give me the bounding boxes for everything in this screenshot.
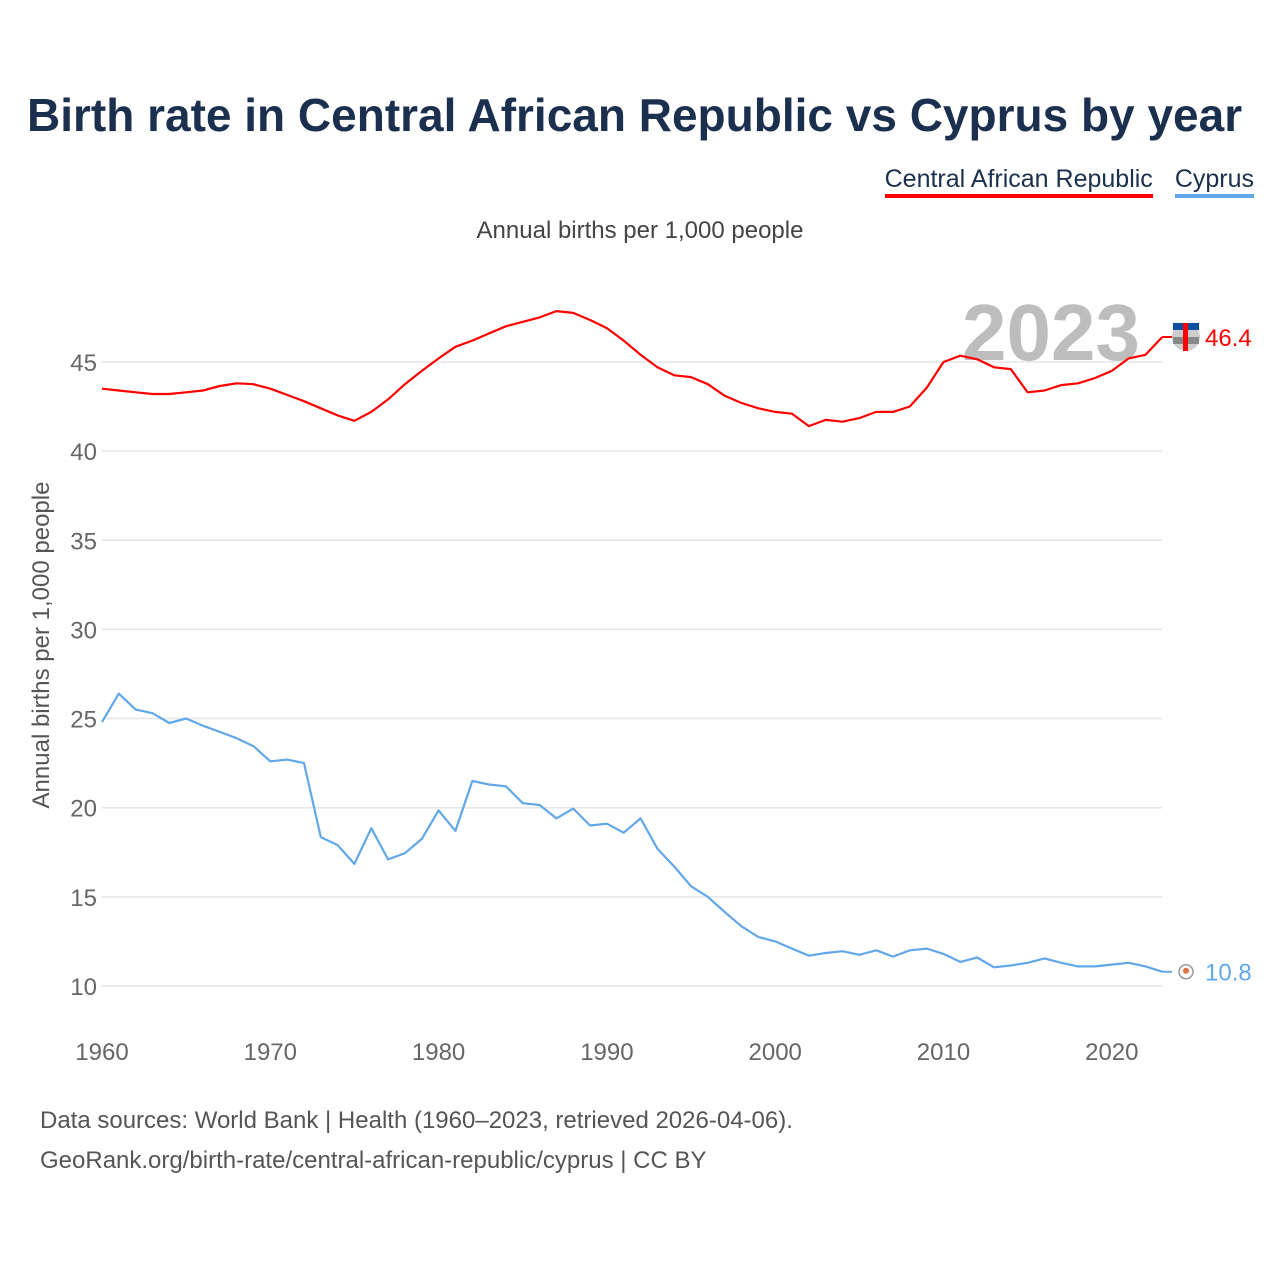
y-tick-label: 20 bbox=[70, 796, 97, 823]
y-tick-label: 25 bbox=[70, 707, 97, 734]
x-tick-label: 1960 bbox=[75, 1039, 128, 1066]
x-tick-label: 2000 bbox=[749, 1039, 802, 1066]
footer-url: GeoRank.org/birth-rate/central-african-r… bbox=[40, 1147, 707, 1174]
chart-subtitle: Annual births per 1,000 people bbox=[476, 217, 804, 244]
x-tick-label: 2020 bbox=[1085, 1039, 1138, 1066]
footer-sources: Data sources: World Bank | Health (1960–… bbox=[40, 1107, 793, 1134]
y-tick-label: 45 bbox=[70, 350, 97, 377]
y-tick-label: 30 bbox=[70, 617, 97, 644]
y-tick-label: 10 bbox=[70, 974, 97, 1001]
legend: Central African Republic Cyprus bbox=[884, 165, 1254, 198]
end-value-label: 10.8 bbox=[1205, 960, 1252, 987]
x-tick-label: 1990 bbox=[580, 1039, 633, 1066]
y-tick-label: 40 bbox=[70, 439, 97, 466]
series-line-car bbox=[101, 310, 1164, 428]
y-tick-label: 35 bbox=[70, 528, 97, 555]
end-value-label: 46.4 bbox=[1205, 325, 1252, 352]
x-tick-label: 2010 bbox=[917, 1039, 970, 1066]
x-tick-label: 1970 bbox=[244, 1039, 297, 1066]
flag-stripe bbox=[1183, 322, 1188, 351]
x-tick-label: 1980 bbox=[412, 1039, 465, 1066]
year-watermark: 2023 bbox=[962, 288, 1140, 377]
flag-island bbox=[1183, 967, 1189, 974]
series-line-cyprus bbox=[101, 692, 1163, 973]
legend-item-car[interactable]: Central African Republic bbox=[884, 165, 1153, 198]
chart-title: Birth rate in Central African Republic v… bbox=[27, 89, 1243, 141]
y-tick-label: 15 bbox=[70, 885, 97, 912]
legend-item-cyprus[interactable]: Cyprus bbox=[1174, 165, 1254, 198]
